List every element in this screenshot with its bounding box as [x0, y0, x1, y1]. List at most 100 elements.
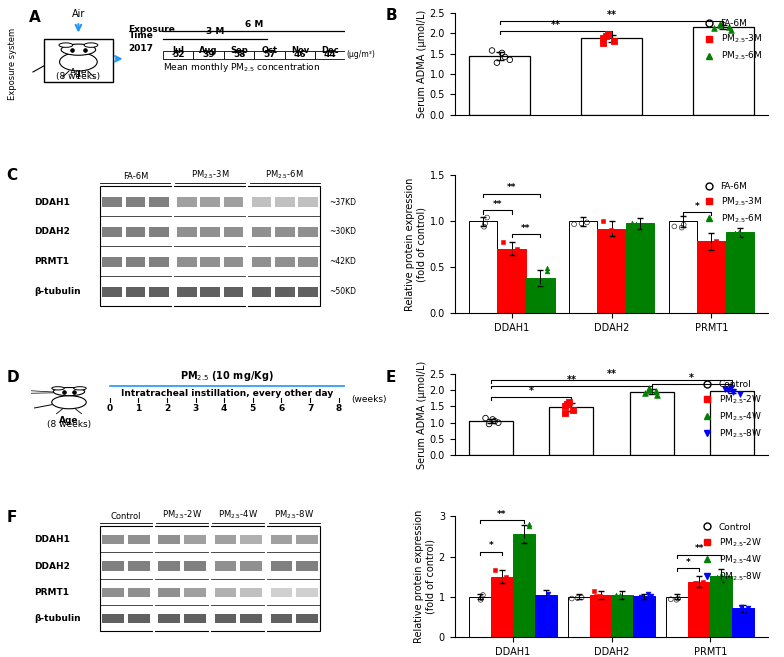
Bar	[299, 197, 318, 208]
Bar	[240, 614, 262, 623]
Bar	[697, 241, 725, 313]
Y-axis label: Serum ADMA (μmol/L): Serum ADMA (μmol/L)	[417, 361, 426, 468]
Bar	[630, 392, 673, 455]
Point	[708, 23, 720, 34]
Bar	[581, 38, 642, 114]
Text: 8: 8	[336, 404, 342, 413]
Circle shape	[74, 387, 86, 390]
Bar	[125, 257, 145, 267]
Bar	[688, 581, 710, 637]
Bar	[223, 257, 243, 267]
Point	[562, 397, 575, 407]
Bar	[270, 588, 292, 597]
Text: *: *	[689, 373, 695, 383]
Bar	[149, 286, 169, 297]
Point	[497, 237, 510, 248]
Bar	[158, 535, 180, 544]
Text: (weeks): (weeks)	[351, 396, 387, 404]
Bar	[469, 56, 531, 114]
Point	[510, 244, 523, 254]
Text: D: D	[6, 369, 19, 384]
Bar	[299, 227, 318, 237]
Text: Aug: Aug	[199, 45, 218, 55]
Bar	[275, 257, 295, 267]
Bar	[270, 535, 292, 544]
Point	[593, 591, 606, 601]
Bar	[215, 614, 236, 623]
Bar	[224, 51, 254, 59]
Point	[535, 277, 548, 288]
Point	[481, 212, 493, 223]
Bar	[215, 588, 236, 597]
Point	[724, 24, 737, 35]
Point	[486, 414, 499, 424]
Text: *: *	[488, 541, 493, 551]
Bar	[103, 562, 124, 571]
Bar	[299, 257, 318, 267]
Bar	[223, 197, 243, 208]
Point	[561, 399, 573, 409]
Point	[604, 225, 617, 235]
Text: Exposure: Exposure	[129, 26, 176, 34]
Bar	[626, 223, 655, 313]
Bar	[102, 197, 122, 208]
Bar	[252, 286, 271, 297]
Bar	[633, 596, 655, 637]
Bar	[296, 535, 318, 544]
Bar	[103, 588, 124, 597]
Text: *: *	[686, 558, 691, 566]
Point	[696, 576, 709, 587]
Bar	[158, 562, 180, 571]
Bar	[223, 286, 243, 297]
Circle shape	[84, 43, 98, 47]
Y-axis label: Relative protein expression
(fold of control): Relative protein expression (fold of con…	[405, 177, 426, 311]
Y-axis label: Serum ADMA (μmol/L): Serum ADMA (μmol/L)	[417, 10, 426, 118]
Text: 7: 7	[307, 404, 314, 413]
Point	[713, 576, 726, 586]
Bar	[550, 407, 593, 455]
Text: **: **	[497, 510, 506, 519]
Point	[601, 29, 614, 39]
Text: 0: 0	[107, 404, 113, 413]
Point	[722, 385, 735, 396]
Point	[489, 565, 502, 576]
Bar	[275, 286, 295, 297]
Point	[474, 595, 487, 605]
Point	[630, 219, 643, 229]
Point	[635, 592, 648, 602]
Point	[727, 387, 739, 397]
Bar	[498, 249, 526, 313]
Bar	[270, 562, 292, 571]
Text: Control: Control	[111, 512, 141, 521]
Point	[610, 590, 622, 600]
Bar	[296, 588, 318, 597]
Bar	[184, 588, 205, 597]
Text: Sep: Sep	[230, 45, 248, 55]
Bar	[669, 221, 697, 313]
Bar	[158, 614, 180, 623]
Point	[572, 593, 584, 603]
Text: 5: 5	[250, 404, 256, 413]
Bar	[710, 576, 732, 637]
Text: PM$_{2.5}$ (10 mg/Kg): PM$_{2.5}$ (10 mg/Kg)	[180, 369, 274, 383]
Bar	[177, 257, 197, 267]
Bar	[725, 232, 754, 313]
Legend: Control, PM$_{2.5}$-2W, PM$_{2.5}$-4W, PM$_{2.5}$-8W: Control, PM$_{2.5}$-2W, PM$_{2.5}$-4W, P…	[696, 378, 764, 442]
Text: ~42KD: ~42KD	[329, 258, 356, 266]
Point	[568, 219, 580, 229]
Text: 52: 52	[172, 51, 184, 60]
Bar	[128, 614, 150, 623]
Point	[588, 586, 601, 597]
Point	[626, 218, 638, 229]
Point	[643, 383, 655, 394]
Point	[738, 604, 750, 615]
Text: 2017: 2017	[129, 43, 154, 53]
Text: Oct: Oct	[262, 45, 278, 55]
Bar	[200, 286, 220, 297]
Point	[559, 407, 572, 418]
Text: DDAH2: DDAH2	[34, 562, 71, 570]
Point	[497, 574, 510, 585]
Text: **: **	[507, 183, 517, 193]
Circle shape	[52, 387, 64, 390]
Point	[725, 383, 738, 394]
